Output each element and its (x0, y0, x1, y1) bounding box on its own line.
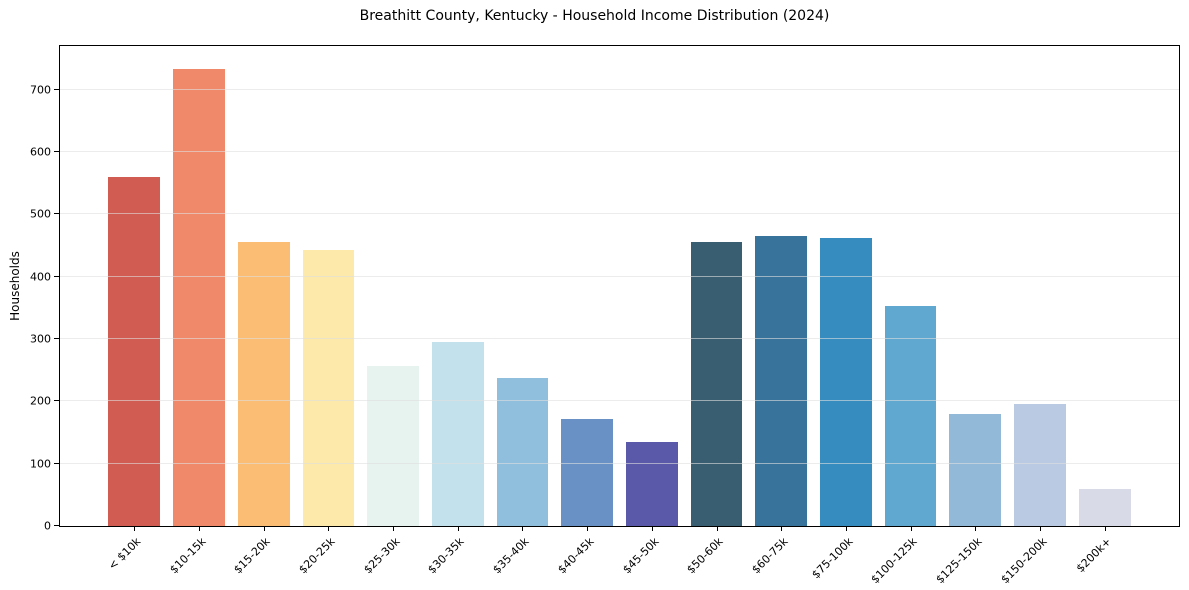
x-tick-mark (651, 526, 653, 531)
y-tick-mark (54, 338, 59, 339)
bar (884, 305, 937, 526)
bar (949, 414, 1002, 526)
x-tick-label: $100-125k (868, 535, 920, 587)
y-tick-mark (54, 275, 59, 277)
y-tick-label: 600 (30, 145, 51, 159)
y-tick-mark (54, 150, 59, 152)
x-tick-label: $75-100k (808, 535, 856, 582)
bars-container: < $10k $10-15k $15-20k $20-25k $25-30k $30-35… (60, 46, 1179, 586)
x-tick-label: $45-50k (619, 535, 662, 577)
y-tick-label: 700 (30, 83, 51, 97)
x-tick-mark (393, 526, 395, 531)
bar (625, 442, 678, 526)
bar-slot: $20-25k (296, 46, 361, 576)
y-tick-mark (54, 462, 59, 464)
chart-title: Breathitt County, Kentucky - Household I… (359, 8, 830, 24)
x-tick-label: $125-150k (933, 535, 985, 587)
bar (561, 419, 614, 526)
y-tick-mark (54, 213, 59, 215)
x-tick-mark (263, 526, 265, 531)
bar (431, 342, 484, 526)
y-tick-mark (54, 400, 59, 402)
x-tick-label: $20-25k (296, 535, 338, 577)
x-tick-mark (1039, 526, 1041, 531)
bar-slot: $75-100k (809, 46, 879, 581)
x-tick-label: < $10k (105, 535, 144, 573)
bar-slot: < $10k (102, 46, 167, 573)
bar-slot: $30-35k (425, 46, 490, 576)
bar-slot: $45-50k (620, 46, 685, 576)
x-tick-mark (522, 526, 524, 531)
y-tick-label: 300 (30, 332, 51, 346)
bar (367, 365, 419, 526)
x-tick-mark (1104, 526, 1106, 531)
bar (755, 235, 808, 526)
x-tick-label: $25-30k (361, 535, 403, 577)
x-tick-mark (457, 526, 459, 531)
bar (820, 238, 872, 526)
bar-slot: $35-40k (490, 46, 555, 576)
bar-slot: $15-20k (231, 46, 296, 576)
plot-area: < $10k $10-15k $15-20k $20-25k $25-30k $30-35… (30, 45, 1180, 586)
x-tick-label: $60-75k (749, 535, 791, 577)
y-tick-label: 400 (30, 270, 51, 284)
bar-slot: $125-150k (933, 46, 1008, 586)
x-tick-label: $35-40k (490, 535, 532, 577)
x-tick-label: $15-20k (231, 535, 273, 577)
bar (302, 250, 355, 526)
x-tick-label: $10-15k (166, 535, 209, 577)
x-tick-label: $30-35k (425, 535, 467, 577)
bar-slot: $60-75k (749, 46, 814, 576)
x-tick-mark (134, 526, 136, 531)
y-tick-mark (54, 525, 59, 526)
x-tick-label: $50-60k (684, 535, 726, 577)
y-tick-label: 500 (30, 207, 51, 221)
x-tick-mark (199, 526, 201, 531)
bar (108, 176, 161, 526)
bar (1078, 488, 1131, 526)
x-tick-mark (587, 526, 589, 531)
x-tick-label: $150-200k (998, 535, 1050, 587)
x-tick-mark (781, 526, 783, 531)
x-tick-mark (716, 526, 718, 531)
bar (496, 378, 549, 526)
x-tick-mark (975, 526, 977, 531)
bar-slot: $10-15k (167, 46, 232, 576)
x-tick-mark (845, 526, 847, 531)
bar-slot: $150-200k (998, 46, 1073, 586)
y-tick-mark (54, 88, 59, 90)
y-tick-label: 100 (30, 457, 51, 471)
x-tick-mark (328, 526, 330, 531)
bar (1014, 404, 1066, 526)
y-tick-label: 0 (44, 519, 51, 533)
bar-slot: $25-30k (361, 46, 426, 576)
bar (237, 242, 290, 526)
x-tick-label: $40-45k (555, 535, 597, 577)
y-axis-label: Households (8, 251, 22, 321)
bar-slot: $40-45k (555, 46, 620, 576)
x-tick-mark (910, 526, 912, 531)
x-tick-label: $200k+ (1073, 535, 1114, 576)
y-tick-label: 200 (30, 394, 51, 408)
bar (690, 241, 743, 526)
bar (173, 69, 225, 526)
bar-slot: $200k+ (1072, 46, 1137, 575)
bar-slot: $100-125k (869, 46, 943, 586)
bar-slot: $50-60k (684, 46, 749, 576)
